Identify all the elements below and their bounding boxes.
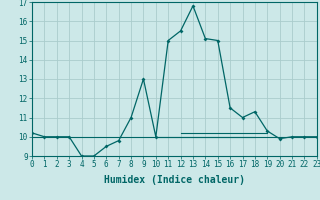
X-axis label: Humidex (Indice chaleur): Humidex (Indice chaleur) — [104, 175, 245, 185]
